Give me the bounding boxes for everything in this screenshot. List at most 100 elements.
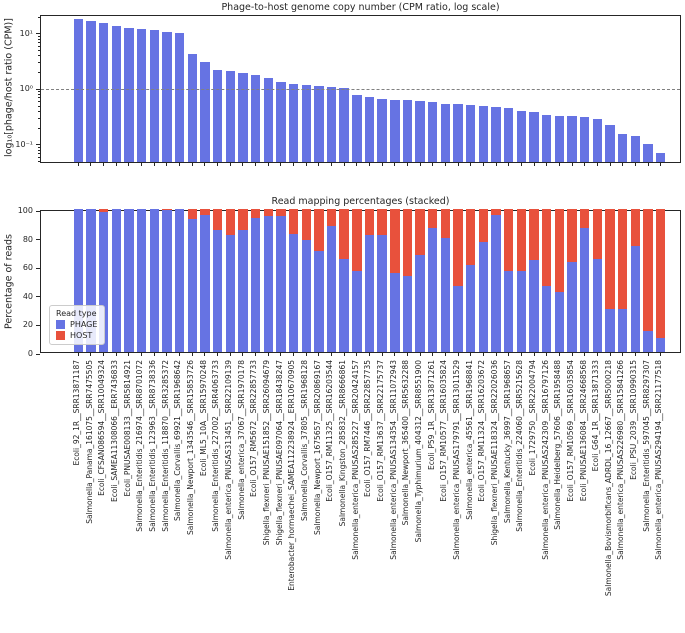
x-label: Ecoli_O157_RM11324__SRR16203672 bbox=[477, 360, 487, 502]
phage-segment bbox=[187, 219, 197, 352]
x-tick bbox=[406, 353, 408, 356]
x-label: Salmonella_Bovismorbificans_ADRDL_16_126… bbox=[603, 360, 613, 597]
phage-segment bbox=[86, 209, 96, 352]
x-tick bbox=[482, 163, 484, 166]
x-tick bbox=[103, 353, 105, 356]
x-tick bbox=[520, 353, 522, 356]
x-tick bbox=[229, 353, 231, 356]
x-label: Salmonella_Enteritidis_123963__SRR873833… bbox=[148, 360, 158, 532]
x-tick bbox=[179, 163, 181, 166]
x-tick bbox=[622, 163, 624, 166]
x-tick bbox=[267, 353, 269, 356]
x-label: Salmonella_Newport_365400__SRR5632288 bbox=[401, 360, 411, 526]
host-segment bbox=[98, 209, 109, 212]
phage-ratio-bar bbox=[428, 101, 438, 162]
x-label: Ecoli_O157_RM13637__SRR22175737 bbox=[375, 360, 385, 502]
x-tick bbox=[381, 163, 383, 166]
phage-segment bbox=[149, 209, 159, 352]
x-label: Shigella_flexneri_PNUSAE151852__SRR26094… bbox=[262, 360, 272, 546]
bottom-chart-title: Read mapping percentages (stacked) bbox=[271, 196, 450, 207]
legend-entry-phage: PHAGE bbox=[56, 320, 97, 329]
y-tick-label: 0 bbox=[27, 349, 33, 358]
phage-ratio-bar bbox=[301, 85, 311, 162]
y-tick bbox=[36, 33, 40, 35]
x-tick bbox=[495, 163, 497, 166]
phage-segment bbox=[428, 228, 438, 352]
x-tick bbox=[444, 353, 446, 356]
host-segment bbox=[491, 209, 501, 215]
x-tick bbox=[141, 163, 143, 166]
phage-segment bbox=[124, 209, 134, 352]
x-tick bbox=[444, 163, 446, 166]
y-tick bbox=[36, 144, 40, 146]
x-tick bbox=[255, 163, 257, 166]
host-segment bbox=[402, 209, 413, 276]
x-tick bbox=[280, 163, 282, 166]
x-tick bbox=[153, 163, 155, 166]
x-axis-sample-labels: Ecoli_92_1R__SRR13871187 Salmonella_Panam… bbox=[40, 360, 681, 633]
x-tick bbox=[457, 353, 459, 356]
phage-segment bbox=[630, 246, 641, 352]
x-tick bbox=[558, 163, 560, 166]
x-tick bbox=[660, 163, 662, 166]
x-label: Salmonella_Enteritidis_597045__SRR829730… bbox=[641, 360, 651, 532]
x-tick bbox=[115, 353, 117, 356]
x-tick bbox=[482, 353, 484, 356]
y-tick-label: 40 bbox=[22, 291, 33, 301]
y-tick-label: 20 bbox=[22, 320, 33, 330]
x-tick bbox=[369, 353, 370, 356]
host-segment bbox=[200, 209, 210, 215]
x-label: Ecoli_O157_RM7446__SRR22857735 bbox=[363, 360, 373, 497]
legend-entry-host: HOST bbox=[56, 331, 97, 340]
legend-title: Read type bbox=[56, 309, 97, 318]
phage-segment bbox=[352, 271, 362, 352]
x-tick bbox=[406, 163, 408, 166]
y-tick bbox=[36, 353, 40, 355]
host-segment bbox=[415, 209, 425, 256]
host-segment bbox=[238, 209, 248, 231]
y-tick-label: 60 bbox=[22, 263, 33, 273]
y-minor-tick bbox=[37, 94, 40, 96]
phage-ratio-bar bbox=[98, 22, 109, 162]
phage-ratio-bar bbox=[516, 111, 527, 162]
y-tick bbox=[36, 88, 40, 90]
phage-segment bbox=[174, 209, 185, 352]
x-label: Salmonella_Kingston_285832__SRR8666861 bbox=[337, 360, 347, 527]
y-tick bbox=[36, 210, 40, 212]
x-label: Salmonella_enterica_45561__SRR1968841 bbox=[464, 360, 474, 520]
x-tick bbox=[217, 163, 219, 166]
legend-label-host: HOST bbox=[70, 331, 93, 340]
x-label: Ecoli_CFSAN086594__SRR10049324 bbox=[97, 360, 107, 496]
phage-ratio-bar bbox=[187, 53, 197, 162]
phage-segment bbox=[111, 209, 121, 352]
x-label: Ecoli_92_1R__SRR13871187 bbox=[72, 360, 82, 466]
phage-ratio-bar bbox=[529, 111, 539, 162]
x-tick bbox=[356, 353, 358, 356]
host-segment bbox=[276, 209, 286, 217]
x-tick bbox=[267, 163, 269, 166]
x-tick bbox=[381, 353, 383, 356]
legend-label-phage: PHAGE bbox=[70, 320, 98, 329]
x-tick bbox=[520, 163, 522, 166]
x-tick bbox=[141, 353, 143, 356]
x-tick bbox=[191, 353, 193, 356]
x-tick bbox=[293, 353, 295, 356]
host-segment bbox=[301, 209, 311, 241]
phage-ratio-bar bbox=[415, 100, 425, 162]
phage-ratio-bar bbox=[238, 72, 248, 162]
x-tick bbox=[558, 353, 560, 356]
x-tick bbox=[255, 353, 257, 356]
y-minor-tick bbox=[37, 50, 40, 52]
x-tick bbox=[229, 163, 231, 166]
x-tick bbox=[305, 163, 307, 166]
phage-segment bbox=[554, 291, 565, 352]
x-tick bbox=[331, 163, 333, 166]
x-label: Ecoli_G64_1R__SRR13871333 bbox=[591, 360, 601, 472]
host-segment bbox=[339, 209, 349, 260]
host-segment bbox=[390, 209, 400, 273]
y-tick-label: 80 bbox=[22, 234, 33, 244]
phage-segment bbox=[225, 234, 235, 352]
x-tick bbox=[508, 163, 510, 166]
x-tick bbox=[584, 353, 586, 356]
